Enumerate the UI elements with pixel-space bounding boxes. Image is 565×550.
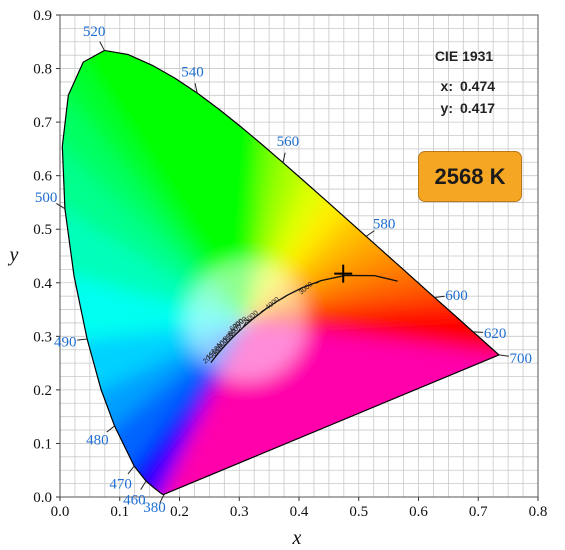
- wavelength-label: 580: [373, 217, 396, 233]
- y-tick-label: 0.7: [33, 115, 52, 131]
- wavelength-tick: [434, 295, 445, 299]
- wavelength-label: 460: [123, 493, 146, 509]
- cct-tick: [222, 343, 227, 349]
- wavelength-label: 560: [277, 134, 300, 150]
- y-tick-label: 0.4: [33, 276, 52, 292]
- cct-tick: [231, 333, 236, 340]
- axis-ticks: 0.0 0.1 0.2 0.3 0.4 0.5 0.6 0.7 0.8 0.0 0.1 0.2 0.3 0…: [33, 8, 547, 520]
- wavelength-label: 540: [181, 65, 204, 81]
- cct-tick: [227, 337, 233, 343]
- y-tick-label: 0.0: [33, 490, 52, 506]
- x-tick-label: 0.3: [230, 504, 249, 520]
- wavelength-tick: [365, 230, 375, 237]
- x-tick-label: 0.7: [469, 504, 488, 520]
- wavelength-label: 470: [109, 476, 132, 492]
- y-readout-label: y:: [441, 100, 453, 116]
- wavelength-tick: [159, 494, 165, 504]
- wavelength-tick: [194, 83, 198, 94]
- wavelength-label: 480: [86, 433, 109, 449]
- x-tick-label: 0.5: [349, 504, 368, 520]
- x-tick-label: 0.1: [110, 504, 129, 520]
- x-readout-value: 0.474: [460, 78, 495, 94]
- cct-tick: [282, 294, 288, 299]
- y-tick-label: 0.6: [33, 169, 52, 185]
- cct-tick: [246, 318, 253, 322]
- wavelength-tick: [127, 465, 135, 475]
- wavelength-label: 380: [143, 500, 166, 516]
- y-tick-label: 0.1: [33, 436, 52, 452]
- cct-tick: [217, 349, 222, 355]
- chart-title: CIE 1931: [435, 48, 494, 64]
- y-axis-label: y: [8, 244, 19, 266]
- y-tick-label: 0.3: [33, 329, 52, 345]
- wavelength-label: 500: [35, 190, 58, 206]
- wavelength-tick: [106, 425, 115, 433]
- y-tick-label: 0.9: [33, 8, 52, 24]
- y-readout-value: 0.417: [460, 100, 495, 116]
- wavelength-tick: [99, 41, 105, 51]
- x-readout-label: x:: [441, 78, 453, 94]
- cct-tick: [242, 321, 247, 328]
- point-marker: [334, 264, 353, 283]
- wavelength-tick: [77, 338, 88, 341]
- x-axis-label: x: [292, 527, 302, 549]
- x-tick-label: 0.2: [170, 504, 189, 520]
- x-tick-label: 0.4: [290, 504, 309, 520]
- x-tick-label: 0.6: [409, 504, 428, 520]
- wavelength-label: 620: [484, 326, 507, 342]
- cct-tick: [315, 280, 322, 284]
- y-tick-label: 0.2: [33, 383, 52, 399]
- cct-tick: [213, 353, 219, 359]
- locus-outline: [61, 49, 501, 496]
- cct-tick: [260, 308, 267, 313]
- planckian-curve: [210, 274, 398, 363]
- wavelength-tick: [140, 480, 147, 490]
- x-tick-label: 0.0: [51, 504, 70, 520]
- wavelength-tick: [56, 202, 66, 210]
- y-tick-label: 0.8: [33, 62, 52, 78]
- cct-tick: [235, 328, 241, 335]
- wavelength-tick: [498, 354, 509, 357]
- wavelength-label: 490: [54, 335, 77, 351]
- wavelength-tick: [282, 152, 286, 163]
- wavelength-label: 520: [83, 24, 106, 40]
- x-tick-label: 0.8: [529, 504, 548, 520]
- cct-badge: 2568 K: [418, 151, 522, 202]
- y-tick-label: 0.5: [33, 222, 52, 238]
- wavelength-label: 600: [445, 288, 468, 304]
- wavelength-label: 700: [510, 351, 533, 367]
